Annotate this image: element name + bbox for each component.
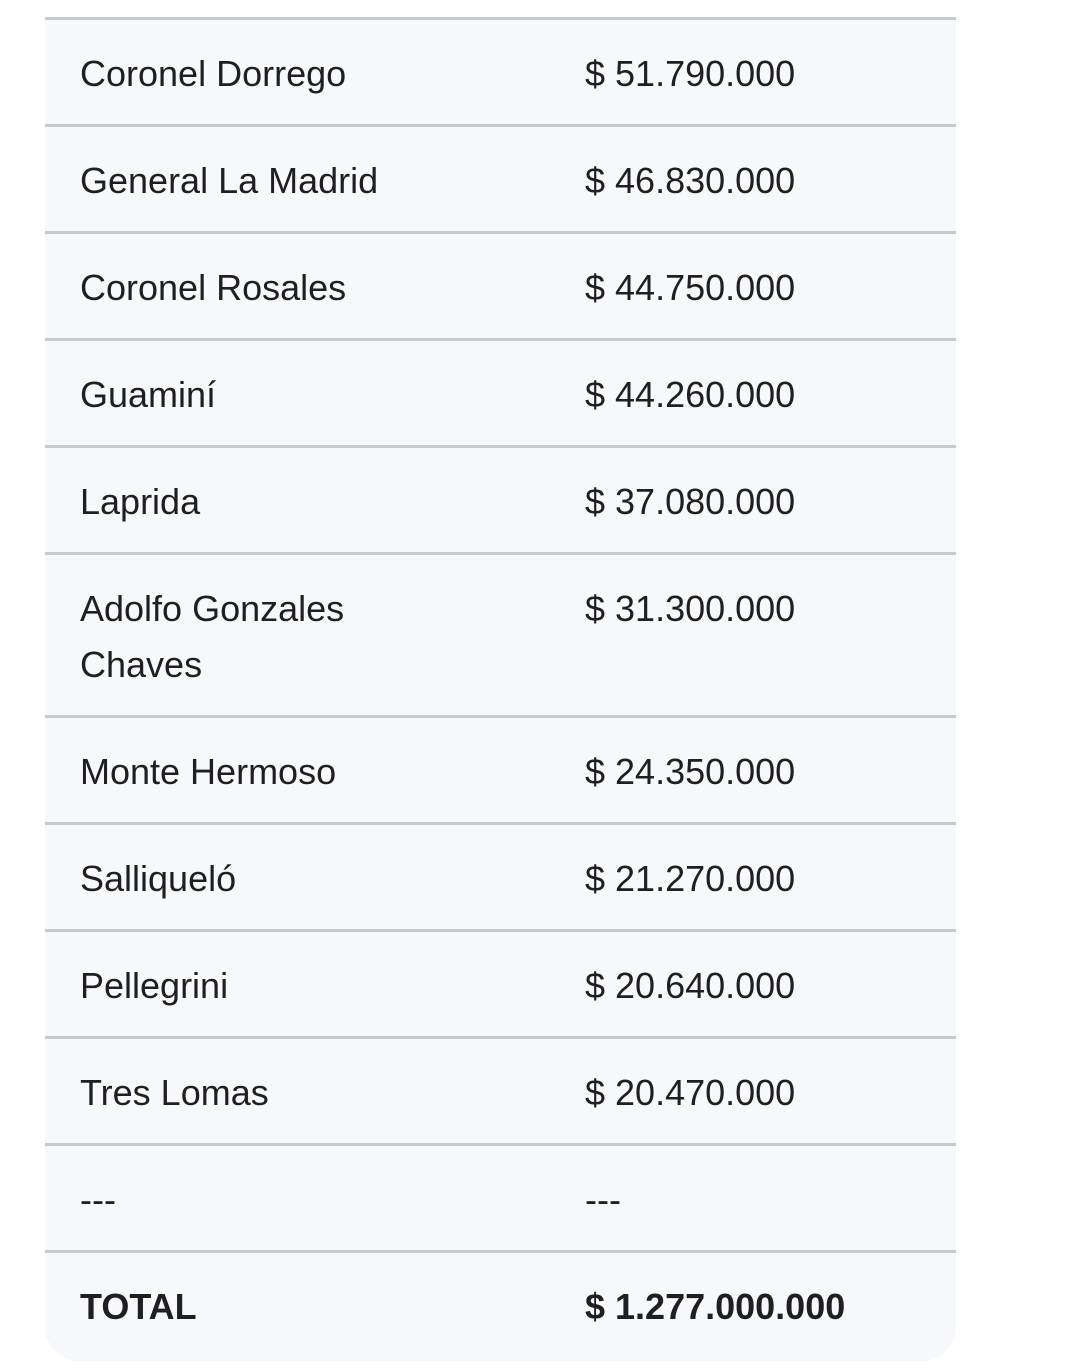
municipality-cell: Guaminí [80,374,217,415]
table-row: Monte Hermoso $ 24.350.000 [45,718,956,825]
municipality-cell: General La Madrid [80,160,379,201]
amount-cell: $ 44.750.000 [585,267,796,308]
total-amount: $ 1.277.000.000 [585,1286,846,1327]
table-row: General La Madrid $ 46.830.000 [45,127,956,234]
budget-table: Coronel Dorrego $ 51.790.000 General La M… [45,17,956,1361]
table-row: Guaminí $ 44.260.000 [45,341,956,448]
municipality-cell: Adolfo Gonzales Chaves [80,588,345,685]
municipality-cell: Coronel Dorrego [80,53,347,94]
amount-cell: $ 24.350.000 [585,751,796,792]
municipality-cell: Tres Lomas [80,1072,269,1113]
total-row: TOTAL $ 1.277.000.000 [45,1253,956,1361]
amount-cell: $ 31.300.000 [585,588,796,629]
table-row: --- --- [45,1146,956,1253]
amount-cell: $ 20.640.000 [585,965,796,1006]
municipality-cell: Monte Hermoso [80,751,337,792]
table-row: Laprida $ 37.080.000 [45,448,956,555]
amount-cell: $ 37.080.000 [585,481,796,522]
municipality-cell: Coronel Rosales [80,267,347,308]
amount-cell: $ 46.830.000 [585,160,796,201]
amount-cell: $ 44.260.000 [585,374,796,415]
municipality-cell: Salliqueló [80,858,237,899]
table-row: Coronel Dorrego $ 51.790.000 [45,20,956,127]
municipality-cell: --- [80,1179,116,1220]
municipality-cell: Laprida [80,481,201,522]
table-row: Coronel Rosales $ 44.750.000 [45,234,956,341]
municipality-cell: Pellegrini [80,965,229,1006]
table-row: Adolfo Gonzales Chaves $ 31.300.000 [45,555,956,718]
table-row: Pellegrini $ 20.640.000 [45,932,956,1039]
table-row: Salliqueló $ 21.270.000 [45,825,956,932]
table-row: Tres Lomas $ 20.470.000 [45,1039,956,1146]
amount-cell: $ 51.790.000 [585,53,796,94]
amount-cell: $ 20.470.000 [585,1072,796,1113]
amount-cell: $ 21.270.000 [585,858,796,899]
total-label: TOTAL [80,1286,197,1327]
amount-cell: --- [585,1179,621,1220]
